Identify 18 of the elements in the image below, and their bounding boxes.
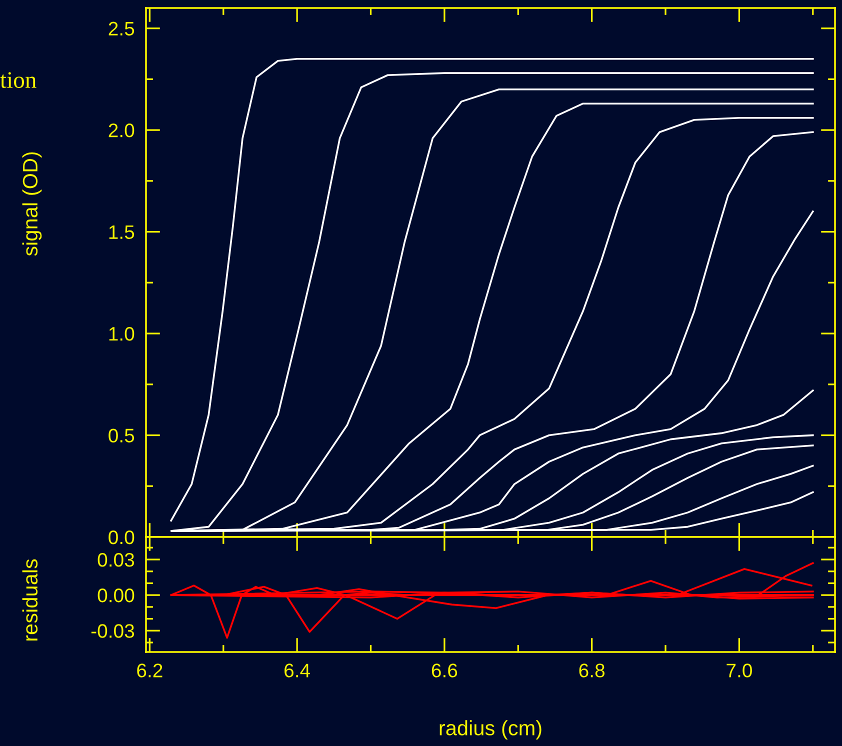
y-tick-label: 0.00	[98, 588, 134, 602]
x-tick-label: 6.6	[432, 664, 458, 678]
y-tick-label: 2.5	[108, 22, 134, 36]
x-tick-label: 6.4	[284, 664, 310, 678]
y-tick-label: -0.03	[91, 624, 134, 638]
y-tick-label: 1.5	[109, 225, 134, 240]
y-tick-label: 2.0	[108, 124, 134, 138]
y-tick-label: 0.03	[98, 552, 134, 567]
y-axis-title: signal (OD)	[22, 152, 42, 256]
x-tick-label: 6.2	[137, 664, 162, 678]
x-axis-title: radius (cm)	[440, 720, 542, 740]
x-tick-label: 6.8	[579, 664, 605, 678]
y-tick-label: 0.5	[108, 428, 134, 442]
y-tick-label: 0.0	[108, 530, 134, 544]
y-tick-label: 1.0	[109, 326, 134, 341]
text: tion	[0, 72, 36, 88]
y-axis-title: residuals	[22, 559, 38, 641]
x-tick-label: 7.0	[726, 664, 752, 678]
